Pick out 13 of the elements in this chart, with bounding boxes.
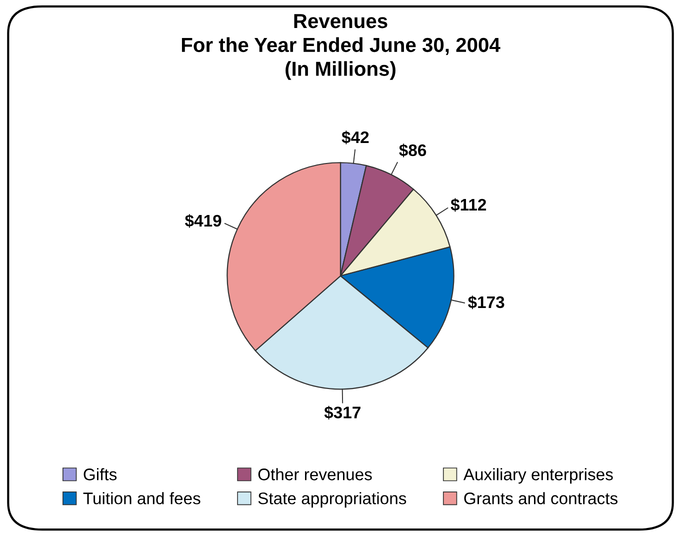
data-label: $317	[324, 406, 360, 420]
data-label: $419	[184, 214, 222, 228]
legend-label: Other revenues	[258, 468, 372, 480]
legend-label: Auxiliary enterprises	[463, 468, 613, 484]
chart-title: Revenues For the Year Ended June 30, 2004 (In Millions)	[182, 14, 500, 80]
legend-label: State appropriations	[258, 492, 406, 508]
data-label: $42	[342, 130, 369, 144]
legend-label: Grants and contracts	[464, 492, 618, 504]
data-label: $112	[450, 198, 486, 212]
data-label: $173	[468, 296, 504, 310]
data-label: $86	[399, 144, 426, 158]
legend-label: Gifts	[84, 468, 117, 480]
legend-label: Tuition and fees	[83, 492, 200, 504]
